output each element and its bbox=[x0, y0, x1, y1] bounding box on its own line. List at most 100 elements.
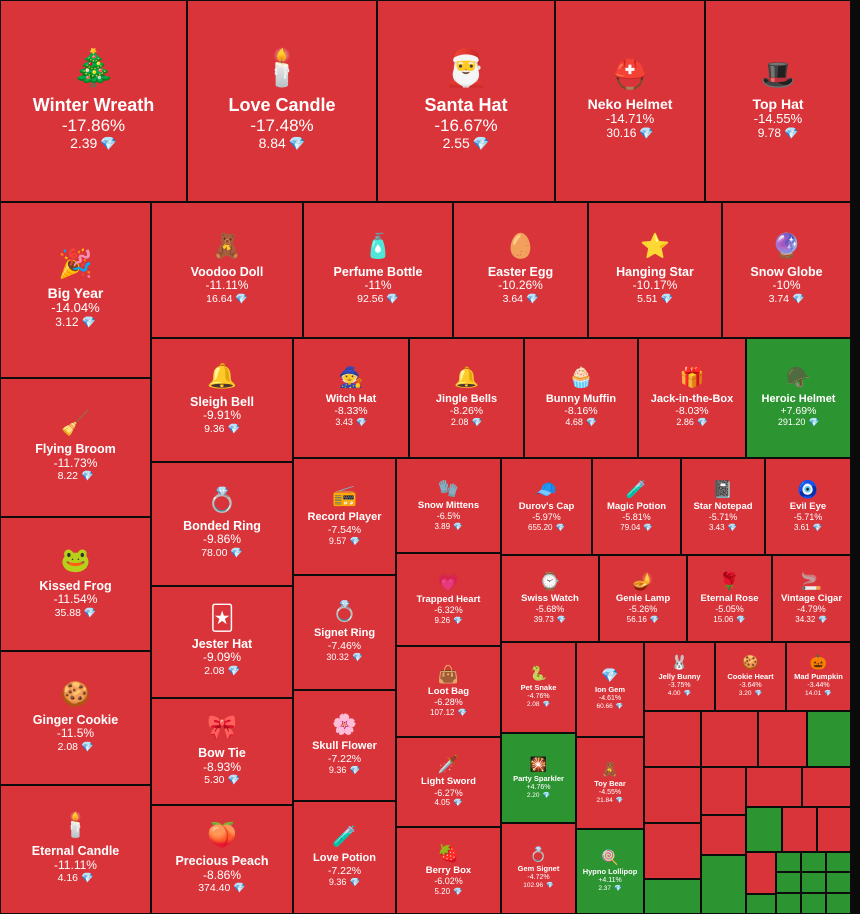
tile-change: -11.11% bbox=[54, 857, 97, 872]
tile-skull-flower[interactable]: 🌸 Skull Flower -7.22% 9.36 💎 bbox=[293, 690, 396, 801]
tile-jester-hat[interactable]: 🃏 Jester Hat -9.09% 2.08 💎 bbox=[151, 586, 293, 698]
tile-small[interactable] bbox=[701, 711, 758, 767]
tile-love-potion[interactable]: 🧪 Love Potion -7.22% 9.36 💎 bbox=[293, 801, 396, 914]
tile-small[interactable] bbox=[644, 879, 701, 914]
diamond-icon: 💎 bbox=[349, 764, 361, 775]
tile-party-sparkler[interactable]: 🎇 Party Sparkler +4.76% 2.20 💎 bbox=[501, 733, 576, 823]
tile-heroic-helmet[interactable]: 🪖 Heroic Helmet +7.69% 291.20 💎 bbox=[746, 338, 851, 458]
tile-kissed-frog[interactable]: 🐸 Kissed Frog -11.54% 35.88 💎 bbox=[0, 517, 151, 651]
tile-jack-in-the-box[interactable]: 🎁 Jack-in-the-Box -8.03% 2.86 💎 bbox=[638, 338, 746, 458]
tile-precious-peach[interactable]: 🍑 Precious Peach -8.86% 374.40 💎 bbox=[151, 805, 293, 914]
tile-small[interactable] bbox=[644, 767, 701, 823]
tile-small[interactable] bbox=[807, 711, 851, 767]
tile-record-player[interactable]: 📻 Record Player -7.54% 9.57 💎 bbox=[293, 458, 396, 575]
tile-ginger-cookie[interactable]: 🍪 Ginger Cookie -11.5% 2.08 💎 bbox=[0, 651, 151, 785]
tile-change: -9.09% bbox=[202, 650, 242, 665]
tile-small[interactable] bbox=[746, 807, 782, 852]
tile-genie-lamp[interactable]: 🪔 Genie Lamp -5.26% 56.16 💎 bbox=[599, 555, 687, 642]
tile-name: Light Sword bbox=[421, 776, 476, 787]
tile-name: Vintage Cigar bbox=[780, 592, 843, 604]
tile-small[interactable] bbox=[644, 711, 701, 767]
tile-bonded-ring[interactable]: 💍 Bonded Ring -9.86% 78.00 💎 bbox=[151, 462, 293, 586]
tile-price: 2.08 bbox=[57, 740, 78, 753]
tile-small[interactable] bbox=[758, 711, 807, 767]
tile-jingle-bells[interactable]: 🔔 Jingle Bells -8.26% 2.08 💎 bbox=[409, 338, 524, 458]
tile-price-row: 102.96 💎 bbox=[523, 882, 554, 889]
diamond-icon: 💎 bbox=[556, 614, 567, 624]
tile-big-year[interactable]: 🎉 Big Year -14.04% 3.12 💎 bbox=[0, 202, 151, 378]
diamond-icon: 💎 bbox=[555, 522, 565, 532]
tile-loot-bag[interactable]: 👜 Loot Bag -6.28% 107.12 💎 bbox=[396, 646, 501, 737]
tile-signet-ring[interactable]: 💍 Signet Ring -7.46% 30.32 💎 bbox=[293, 575, 396, 690]
tile-eternal-rose[interactable]: 🌹 Eternal Rose -5.05% 15.06 💎 bbox=[687, 555, 772, 642]
tile-small[interactable] bbox=[801, 872, 826, 893]
tile-bow-tie[interactable]: 🎀 Bow Tie -8.93% 5.30 💎 bbox=[151, 698, 293, 805]
tile-small[interactable] bbox=[746, 852, 776, 894]
tile-small[interactable] bbox=[776, 872, 801, 893]
tile-voodoo-doll[interactable]: 🧸 Voodoo Doll -11.11% 16.64 💎 bbox=[151, 202, 303, 338]
tile-magic-potion[interactable]: 🧪 Magic Potion -5.81% 79.04 💎 bbox=[592, 458, 681, 555]
tile-hypno-lollipop[interactable]: 🍭 Hypno Lollipop +4.11% 2.37 💎 bbox=[576, 829, 644, 914]
tile-small[interactable] bbox=[644, 823, 701, 879]
tile-price: 30.16 bbox=[606, 125, 637, 140]
tile-small[interactable] bbox=[746, 894, 776, 914]
diamond-icon: 💎 bbox=[81, 873, 94, 885]
tile-small[interactable] bbox=[826, 872, 851, 893]
tile-jelly-bunny[interactable]: 🐰 Jelly Bunny -3.75% 4.00 💎 bbox=[644, 642, 715, 711]
tile-witch-hat[interactable]: 🧙 Witch Hat -8.33% 3.43 💎 bbox=[293, 338, 409, 458]
tile-pet-snake[interactable]: 🐍 Pet Snake -4.76% 2.08 💎 bbox=[501, 642, 576, 733]
tile-snow-globe[interactable]: 🔮 Snow Globe -10% 3.74 💎 bbox=[722, 202, 851, 338]
tile-price: 2.86 bbox=[676, 417, 694, 428]
tile-winter-wreath[interactable]: 🎄 Winter Wreath -17.86% 2.39 💎 bbox=[0, 0, 187, 202]
tile-change: -7.22% bbox=[327, 864, 362, 877]
tile-small[interactable] bbox=[746, 767, 802, 807]
tile-evil-eye[interactable]: 🧿 Evil Eye -5.71% 3.61 💎 bbox=[765, 458, 851, 555]
tile-name: Santa Hat bbox=[424, 95, 508, 116]
tile-price-row: 30.32 💎 bbox=[326, 652, 362, 663]
tile-vintage-cigar[interactable]: 🚬 Vintage Cigar -4.79% 34.32 💎 bbox=[772, 555, 851, 642]
tile-small[interactable] bbox=[826, 852, 851, 872]
tile-snow-mittens[interactable]: 🧤 Snow Mittens -6.5% 3.89 💎 bbox=[396, 458, 501, 553]
hanging-star-icon: ⭐ bbox=[640, 232, 670, 260]
tile-cookie-heart[interactable]: 🍪 Cookie Heart -3.64% 3.20 💎 bbox=[715, 642, 786, 711]
tile-durov-s-cap[interactable]: 🧢 Durov's Cap -5.97% 655.20 💎 bbox=[501, 458, 592, 555]
tile-mad-pumpkin[interactable]: 🎃 Mad Pumpkin -3.44% 14.01 💎 bbox=[786, 642, 851, 711]
tile-flying-broom[interactable]: 🧹 Flying Broom -11.73% 8.22 💎 bbox=[0, 378, 151, 517]
tile-berry-box[interactable]: 🍓 Berry Box -6.02% 5.20 💎 bbox=[396, 827, 501, 914]
tile-trapped-heart[interactable]: 💗 Trapped Heart -6.32% 9.26 💎 bbox=[396, 553, 501, 646]
tile-change: -14.55% bbox=[753, 111, 803, 127]
toy-bear-icon: 🧸 bbox=[601, 760, 619, 777]
diamond-icon: 💎 bbox=[754, 690, 763, 698]
tile-light-sword[interactable]: 🗡️ Light Sword -6.27% 4.05 💎 bbox=[396, 737, 501, 827]
tile-small[interactable] bbox=[701, 855, 746, 914]
tile-name: Eternal Rose bbox=[700, 592, 759, 604]
tile-santa-hat[interactable]: 🎅 Santa Hat -16.67% 2.55 💎 bbox=[377, 0, 555, 202]
tile-small[interactable] bbox=[826, 893, 851, 914]
tile-bunny-muffin[interactable]: 🧁 Bunny Muffin -8.16% 4.68 💎 bbox=[524, 338, 638, 458]
tile-eternal-candle[interactable]: 🕯️ Eternal Candle -11.11% 4.16 💎 bbox=[0, 785, 151, 914]
tile-perfume-bottle[interactable]: 🧴 Perfume Bottle -11% 92.56 💎 bbox=[303, 202, 453, 338]
tile-price: 3.89 bbox=[434, 521, 451, 531]
tile-small[interactable] bbox=[776, 852, 801, 872]
tile-neko-helmet[interactable]: ⛑️ Neko Helmet -14.71% 30.16 💎 bbox=[555, 0, 705, 202]
tile-small[interactable] bbox=[817, 807, 851, 852]
tile-small[interactable] bbox=[801, 852, 826, 872]
tile-small[interactable] bbox=[701, 767, 746, 815]
tile-small[interactable] bbox=[802, 767, 851, 807]
tile-small[interactable] bbox=[701, 815, 746, 855]
tile-gem-signet[interactable]: 💍 Gem Signet -4.72% 102.96 💎 bbox=[501, 823, 576, 914]
tile-top-hat[interactable]: 🎩 Top Hat -14.55% 9.78 💎 bbox=[705, 0, 851, 202]
tile-toy-bear[interactable]: 🧸 Toy Bear -4.55% 21.84 💎 bbox=[576, 737, 644, 829]
tile-small[interactable] bbox=[801, 893, 826, 914]
tile-price-row: 2.08 💎 bbox=[204, 665, 240, 677]
tile-sleigh-bell[interactable]: 🔔 Sleigh Bell -9.91% 9.36 💎 bbox=[151, 338, 293, 462]
tile-star-notepad[interactable]: 📓 Star Notepad -5.71% 3.43 💎 bbox=[681, 458, 765, 555]
tile-small[interactable] bbox=[776, 893, 801, 914]
tile-ion-gem[interactable]: 💎 Ion Gem -4.61% 60.66 💎 bbox=[576, 642, 644, 737]
tile-swiss-watch[interactable]: ⌚ Swiss Watch -5.68% 39.73 💎 bbox=[501, 555, 599, 642]
tile-easter-egg[interactable]: 🥚 Easter Egg -10.26% 3.64 💎 bbox=[453, 202, 588, 338]
tile-price-row: 9.36 💎 bbox=[329, 765, 360, 776]
tile-hanging-star[interactable]: ⭐ Hanging Star -10.17% 5.51 💎 bbox=[588, 202, 722, 338]
tile-love-candle[interactable]: 🕯️ Love Candle -17.48% 8.84 💎 bbox=[187, 0, 377, 202]
tile-small[interactable] bbox=[782, 807, 817, 852]
